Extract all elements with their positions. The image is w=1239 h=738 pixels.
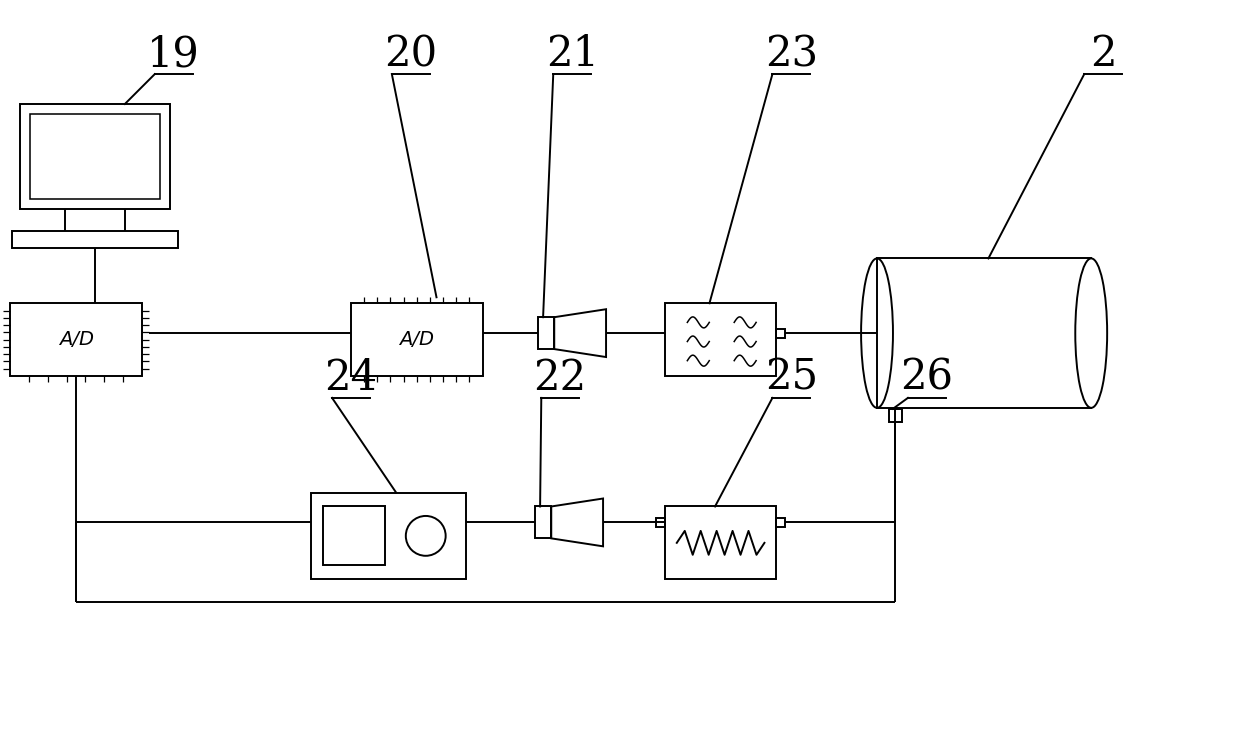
Text: 22: 22: [534, 357, 587, 399]
Bar: [538, 317, 554, 349]
Text: 26: 26: [901, 357, 953, 399]
Bar: [877, 258, 1092, 408]
Bar: [655, 518, 665, 527]
Text: 2: 2: [1090, 33, 1116, 75]
Bar: [777, 518, 786, 527]
Bar: [665, 303, 777, 376]
Text: 19: 19: [147, 33, 199, 75]
Bar: [777, 328, 786, 337]
Bar: [535, 506, 551, 538]
Text: 23: 23: [764, 33, 818, 75]
Bar: [323, 506, 385, 565]
Bar: [12, 230, 177, 249]
Bar: [888, 409, 902, 422]
Bar: [351, 303, 482, 376]
Text: 21: 21: [545, 33, 598, 75]
Text: A/D: A/D: [399, 330, 434, 349]
Ellipse shape: [1075, 258, 1108, 408]
Bar: [10, 303, 141, 376]
Bar: [20, 104, 170, 209]
Text: 25: 25: [764, 357, 818, 399]
Text: 20: 20: [384, 33, 437, 75]
Bar: [311, 492, 466, 579]
Text: A/D: A/D: [58, 330, 94, 349]
Text: 24: 24: [325, 357, 378, 399]
Bar: [30, 114, 160, 199]
Bar: [665, 506, 777, 579]
